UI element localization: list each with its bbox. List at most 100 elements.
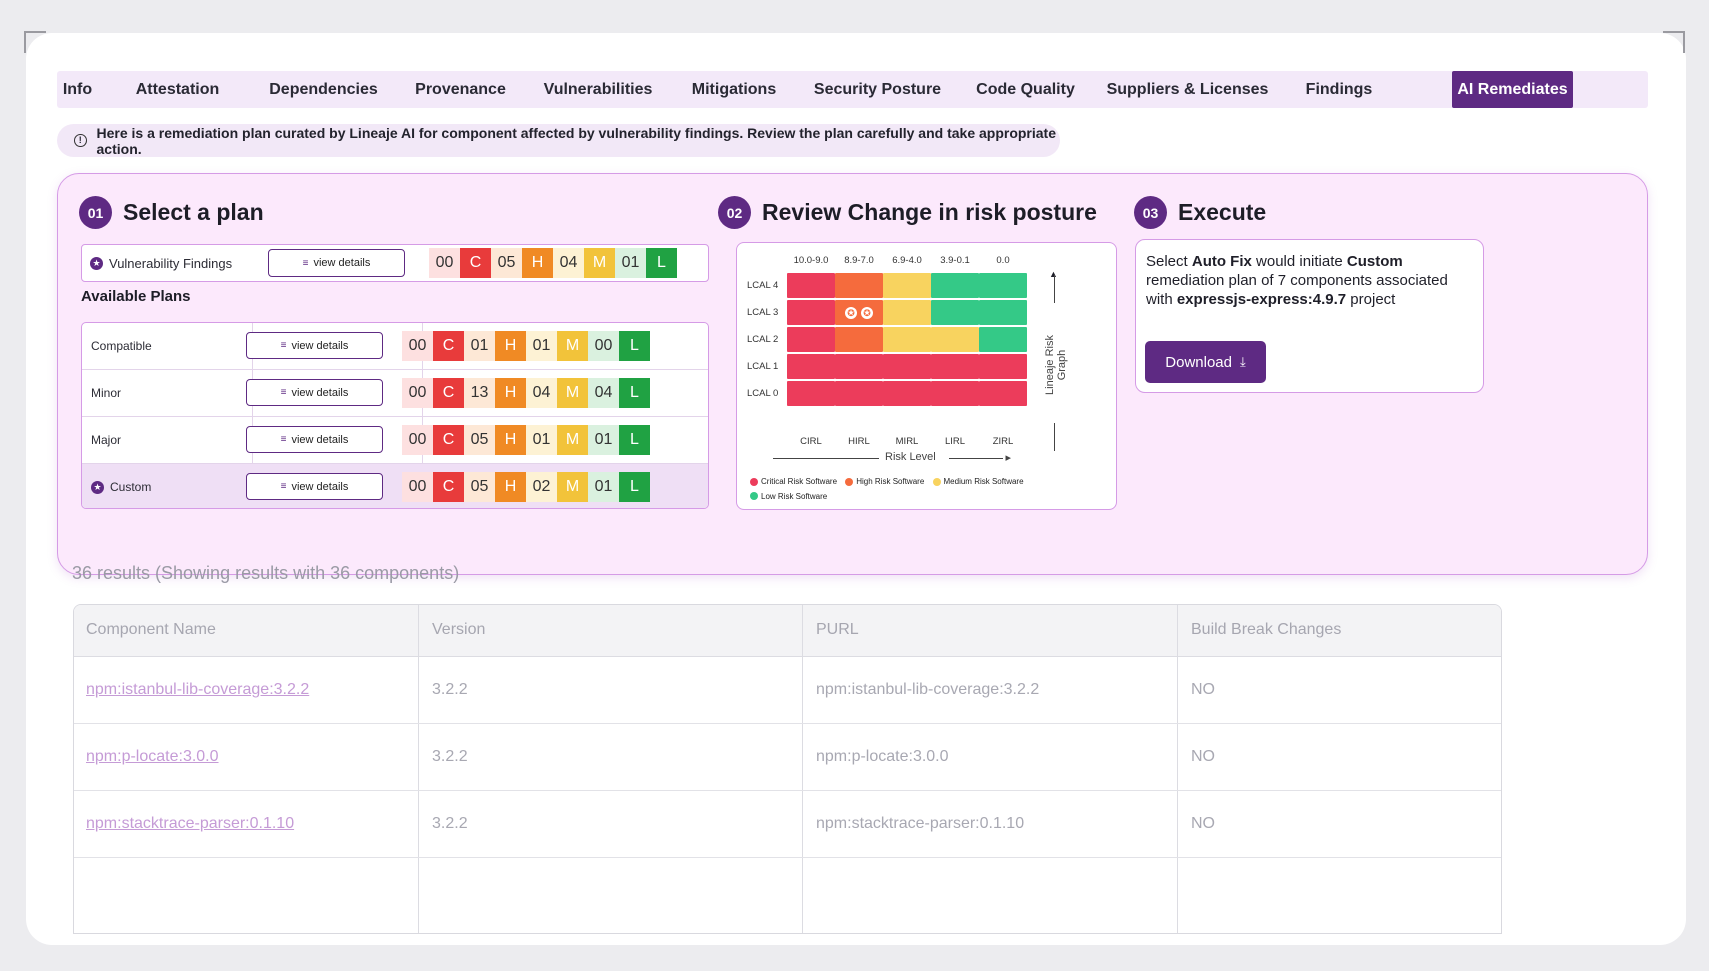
matrix-cell-med xyxy=(883,327,931,352)
purl-cell: npm:istanbul-lib-coverage:3.2.2 xyxy=(816,681,1040,698)
matrix-cell-med xyxy=(931,327,979,352)
star-icon: ★ xyxy=(90,257,103,270)
tab-findings[interactable]: Findings xyxy=(1305,80,1373,98)
tab-attestation[interactable]: Attestation xyxy=(135,80,220,98)
legend-swatch xyxy=(750,492,758,500)
tab-provenance[interactable]: Provenance xyxy=(415,80,506,98)
matrix-column-label: 6.9-4.0 xyxy=(892,255,922,266)
step2-header: 02 Review Change in risk posture xyxy=(718,196,1097,229)
low-badge: L xyxy=(646,248,677,278)
plan-row-major[interactable]: Major ≡ view details 00 C 05 H 01 M 01 L xyxy=(82,417,708,464)
plan-row-custom[interactable]: ★ Custom ≡ view details 00 C 05 H 02 M 0… xyxy=(82,464,708,508)
plan-severity-counts: 00 C 05 H 01 M 01 L xyxy=(402,425,650,455)
matrix-cell-low xyxy=(979,327,1027,352)
tab-security-posture[interactable]: Security Posture xyxy=(813,80,942,98)
low-count: 01 xyxy=(615,248,646,278)
tab-info[interactable]: Info xyxy=(62,80,93,98)
selected-star-icon: ★ xyxy=(91,480,104,494)
matrix-cell-low xyxy=(931,300,979,325)
plans-table: Compatible ≡ view details 00 C 01 H 01 M… xyxy=(81,322,709,509)
matrix-cell-low xyxy=(931,273,979,298)
matrix-cell-crit xyxy=(787,327,835,352)
plan-view-details-button[interactable]: ≡ view details xyxy=(246,426,383,453)
matrix-cell-crit xyxy=(787,273,835,298)
y-axis-label: Lineaje Risk Graph xyxy=(1044,335,1068,395)
matrix-x-label: CIRL xyxy=(800,436,822,447)
component-link[interactable]: npm:istanbul-lib-coverage:3.2.2 xyxy=(86,681,310,698)
high-count: 05 xyxy=(491,248,522,278)
plan-severity-counts: 00 C 01 H 01 M 00 L xyxy=(402,331,650,361)
component-marker-icon[interactable]: ✪ xyxy=(861,306,873,319)
matrix-cell-med xyxy=(883,273,931,298)
x-axis-indicator: Risk Level ▸ xyxy=(773,451,1011,465)
plan-row-minor[interactable]: Minor ≡ view details 00 C 13 H 04 M 04 L xyxy=(82,370,708,417)
component-link[interactable]: npm:p-locate:3.0.0 xyxy=(86,748,219,765)
download-button[interactable]: Download ⤓ xyxy=(1145,341,1266,383)
risk-legend: Critical Risk Software High Risk Softwar… xyxy=(750,475,1105,504)
matrix-row-label: LCAL 2 xyxy=(747,334,779,345)
list-icon: ≡ xyxy=(280,340,287,351)
results-summary: 36 results (Showing results with 36 comp… xyxy=(72,563,460,583)
medium-count: 04 xyxy=(553,248,584,278)
plan-view-details-button[interactable]: ≡ view details xyxy=(246,379,383,406)
plan-name: Major xyxy=(91,433,122,447)
plan-name: Custom xyxy=(110,480,152,494)
execute-card: Select Auto Fix would initiate Custom re… xyxy=(1135,239,1484,393)
matrix-column-label: 10.0-9.0 xyxy=(793,255,829,266)
tab-bar: Info Attestation Dependencies Provenance… xyxy=(57,71,1648,108)
plan-severity-counts: 00 C 05 H 02 M 01 L xyxy=(402,472,650,502)
matrix-cell-crit xyxy=(979,381,1027,406)
remediation-panel: 01 Select a plan ★ Vulnerability Finding… xyxy=(57,173,1648,575)
page: Info Attestation Dependencies Provenance… xyxy=(26,33,1686,945)
step3-number: 03 xyxy=(1134,196,1167,229)
legend-item: Medium Risk Software xyxy=(932,475,1024,488)
tab-dependencies[interactable]: Dependencies xyxy=(269,80,378,98)
column-header: Version xyxy=(432,621,486,638)
build-break-cell: NO xyxy=(1191,748,1215,765)
findings-view-details-button[interactable]: ≡ view details xyxy=(268,249,405,277)
matrix-cell-crit xyxy=(835,354,883,379)
table-row: npm:p-locate:3.0.0 3.2.2 npm:p-locate:3.… xyxy=(74,724,1501,791)
matrix-x-label: HIRL xyxy=(848,436,870,447)
execute-description: Select Auto Fix would initiate Custom re… xyxy=(1146,253,1448,308)
matrix-x-label: LIRL xyxy=(944,436,966,447)
step1-number: 01 xyxy=(79,196,112,229)
legend-swatch xyxy=(750,477,758,486)
list-icon: ≡ xyxy=(302,257,309,269)
matrix-cell-med xyxy=(883,300,931,325)
download-icon: ⤓ xyxy=(1239,354,1246,369)
purl-cell: npm:p-locate:3.0.0 xyxy=(816,748,949,765)
info-icon: ! xyxy=(74,134,87,147)
risk-matrix: 10.0-9.0 8.9-7.0 6.9-4.0 3.9-0.1 0.0 LCAL 4 LC… xyxy=(736,242,1117,510)
plan-view-details-button[interactable]: ≡ view details xyxy=(246,332,383,359)
tab-ai-remediates[interactable]: AI Remediates xyxy=(1452,71,1573,108)
critical-count: 00 xyxy=(429,248,460,278)
component-link[interactable]: npm:stacktrace-parser:0.1.10 xyxy=(86,815,295,832)
table-row: npm:stacktrace-parser:0.1.10 3.2.2 npm:s… xyxy=(74,791,1501,858)
matrix-row-label: LCAL 0 xyxy=(747,388,779,399)
column-header: Build Break Changes xyxy=(1191,621,1342,638)
step2-title: Review Change in risk posture xyxy=(762,199,1097,225)
plan-view-details-button[interactable]: ≡ view details xyxy=(246,473,383,500)
findings-severity-counts: 00 C 05 H 04 M 01 L xyxy=(429,248,677,278)
plan-row-compatible[interactable]: Compatible ≡ view details 00 C 01 H 01 M… xyxy=(82,323,708,370)
matrix-cell-crit xyxy=(787,354,835,379)
list-icon: ≡ xyxy=(280,481,287,492)
step1-title: Select a plan xyxy=(123,199,264,225)
tab-suppliers-licenses[interactable]: Suppliers & Licenses xyxy=(1106,80,1269,98)
tab-code-quality[interactable]: Code Quality xyxy=(976,80,1075,98)
step1-header: 01 Select a plan xyxy=(79,196,264,229)
y-axis-indicator: ▲ Lineaje Risk Graph xyxy=(1044,269,1068,453)
component-marker-icon[interactable]: ✪ xyxy=(845,306,857,319)
version-cell: 3.2.2 xyxy=(432,748,468,765)
tab-mitigations[interactable]: Mitigations xyxy=(691,80,777,98)
matrix-cell-crit xyxy=(979,354,1027,379)
column-header: Component Name xyxy=(86,621,216,638)
tab-vulnerabilities[interactable]: Vulnerabilities xyxy=(543,80,653,98)
matrix-column-label: 8.9-7.0 xyxy=(844,255,874,266)
build-break-cell: NO xyxy=(1191,815,1215,832)
step3-title: Execute xyxy=(1178,199,1267,225)
matrix-x-label: ZIRL xyxy=(992,436,1014,447)
matrix-x-label: MIRL xyxy=(895,436,919,447)
legend-item: High Risk Software xyxy=(845,475,924,488)
